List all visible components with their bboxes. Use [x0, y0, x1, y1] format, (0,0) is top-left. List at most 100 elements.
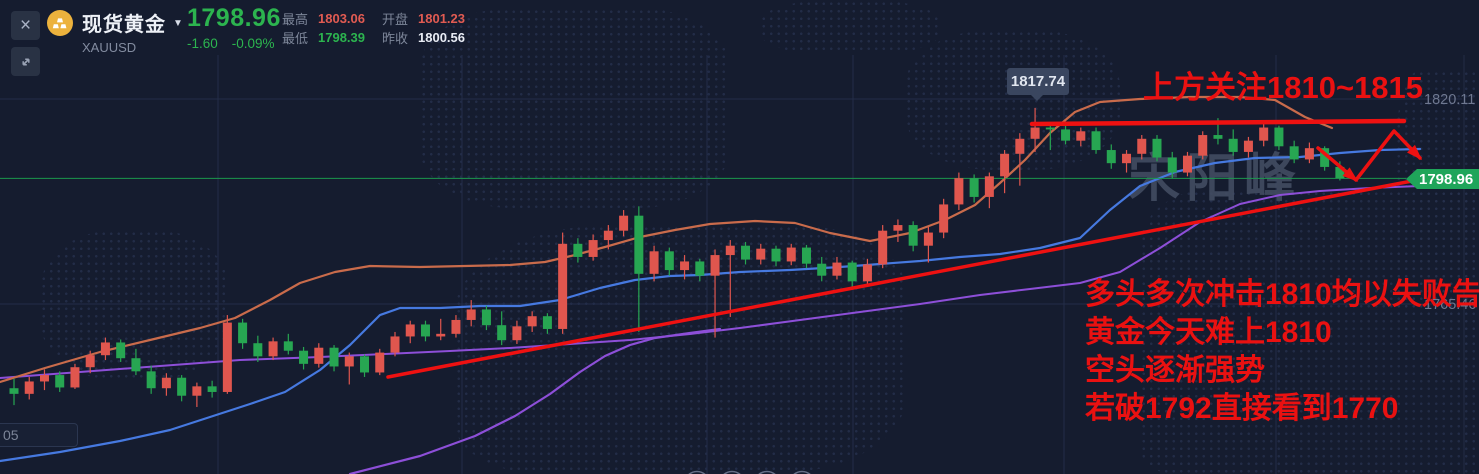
- current-price: 1798.96: [187, 4, 281, 32]
- candle-body: [725, 245, 735, 256]
- stat-value-low: 1798.39: [318, 30, 365, 45]
- candle-body: [603, 230, 613, 241]
- candle-body: [360, 356, 370, 373]
- candle-body: [1000, 153, 1010, 177]
- stat-value-open: 1801.23: [418, 11, 465, 26]
- page-title: 现货黄金: [82, 14, 166, 36]
- candle-body: [695, 261, 705, 276]
- candle-body: [1304, 148, 1314, 160]
- collapse-icon: [21, 57, 30, 66]
- candle-body: [619, 215, 629, 231]
- candle-body: [451, 319, 461, 334]
- candle-body: [939, 204, 949, 233]
- candle-body: [832, 262, 842, 276]
- candle-body: [558, 243, 568, 329]
- high-price-value: 1817.74: [1010, 73, 1066, 90]
- candle-body: [161, 377, 171, 389]
- gold-coin-icon: [46, 9, 74, 37]
- close-button[interactable]: ×: [11, 11, 40, 40]
- stat-value-prev-close: 1800.56: [418, 30, 465, 45]
- candle-body: [878, 230, 888, 265]
- time-axis-label-text: 05: [3, 427, 19, 443]
- candle-body: [1152, 138, 1162, 158]
- candle-body: [436, 333, 446, 337]
- candle-body: [375, 352, 385, 373]
- candle-body: [588, 240, 598, 257]
- tooltip-arrow: [1031, 95, 1043, 101]
- candle-body: [862, 264, 872, 282]
- candle-body: [1030, 127, 1040, 139]
- support-trend-line: [386, 179, 1414, 379]
- symbol-code: XAUUSD: [82, 40, 137, 55]
- candle-body: [1122, 153, 1132, 164]
- candle-body: [817, 263, 827, 276]
- candle-body: [497, 325, 507, 341]
- candle-body: [512, 326, 522, 341]
- candle-body: [39, 375, 49, 382]
- annotation-note: 黄金今天难上1810: [1085, 316, 1332, 349]
- pager-circle-button[interactable]: [720, 470, 745, 474]
- candle-body: [146, 371, 156, 389]
- candle-body: [984, 176, 994, 197]
- candle-body: [1076, 131, 1086, 141]
- candle-body: [100, 342, 110, 356]
- candle-body: [756, 248, 766, 260]
- annotation-note: 若破1792直接看到1770: [1085, 392, 1399, 425]
- stat-label-prev-close: 昨收: [382, 31, 409, 46]
- pager-circle-button[interactable]: [790, 470, 815, 474]
- candle-body: [481, 309, 491, 326]
- ohlc-stats: 最高 1803.06 开盘 1801.23 最低 1798.39 昨收 1800…: [282, 9, 490, 47]
- candle-body: [847, 262, 857, 282]
- candle-body: [634, 215, 644, 274]
- boll-lower-line: [348, 327, 722, 474]
- zigzag-arrowhead-down: [1407, 144, 1423, 161]
- candle-body: [390, 336, 400, 353]
- candle-body: [1335, 166, 1345, 179]
- candle-body: [1137, 138, 1147, 154]
- candle-body: [1320, 148, 1330, 167]
- resistance-line: [1029, 118, 1407, 127]
- candle-body: [1061, 129, 1071, 141]
- pager-circle-button[interactable]: [755, 470, 780, 474]
- candle-body: [1167, 157, 1177, 173]
- boll-upper-line: [0, 95, 1334, 384]
- candle-body: [1243, 140, 1253, 152]
- candle-body: [116, 342, 126, 359]
- header: × 现货黄金 ▼ XAUUSD 1798.96: [0, 0, 760, 80]
- candle-body: [710, 255, 720, 276]
- candle-body: [923, 232, 933, 246]
- candle-body: [222, 322, 232, 392]
- candle-body: [542, 316, 552, 329]
- candle-body: [299, 350, 309, 364]
- stat-label-low: 最低: [282, 31, 309, 46]
- candle-body: [1259, 127, 1269, 141]
- candle-body: [954, 178, 964, 205]
- close-icon: ×: [19, 15, 32, 36]
- current-price-tag: 1798.96: [1406, 169, 1479, 189]
- watermark: 宋阳峰: [1128, 150, 1302, 208]
- price-axis-label: 1765.46: [1424, 297, 1476, 313]
- candle-body: [192, 386, 202, 396]
- candle-body: [1106, 150, 1116, 164]
- candle-body: [1045, 127, 1055, 130]
- candle-body: [893, 225, 903, 231]
- candle-body: [344, 356, 354, 367]
- candle-body: [649, 251, 659, 274]
- candle-body: [314, 347, 324, 364]
- candle-body: [1091, 131, 1101, 151]
- candle-body: [253, 343, 263, 357]
- collapse-button[interactable]: [11, 47, 40, 76]
- candle-body: [1289, 146, 1299, 160]
- candle-body: [1274, 127, 1284, 147]
- candle-body: [55, 375, 65, 388]
- time-axis-label: 05: [0, 423, 78, 447]
- stat-value-high: 1803.06: [318, 11, 365, 26]
- pager-circle-button[interactable]: [685, 470, 710, 474]
- candle-body: [283, 341, 293, 351]
- candle-body: [1015, 138, 1025, 154]
- annotation-note: 空头逐渐强势: [1085, 354, 1265, 387]
- candle-body: [664, 251, 674, 271]
- symbol-dropdown[interactable]: 现货黄金 ▼: [82, 8, 183, 37]
- stat-label-open: 开盘: [382, 12, 409, 27]
